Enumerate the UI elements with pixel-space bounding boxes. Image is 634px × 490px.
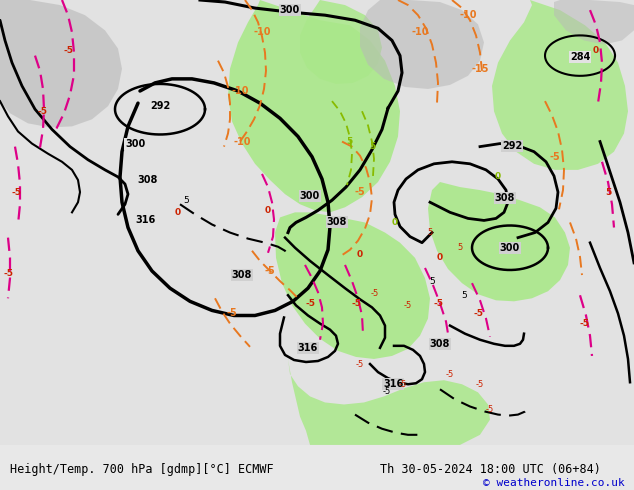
Text: -5: -5 [63, 46, 73, 55]
Text: -5: -5 [226, 309, 237, 318]
Text: 316: 316 [298, 343, 318, 353]
Text: 308: 308 [138, 175, 158, 185]
Text: 284: 284 [570, 51, 590, 62]
Text: 0: 0 [357, 250, 363, 259]
Text: 308: 308 [495, 193, 515, 203]
Text: 316: 316 [135, 216, 155, 225]
Text: 292: 292 [150, 101, 170, 111]
Text: 0: 0 [265, 206, 271, 215]
Text: 5: 5 [605, 188, 611, 196]
Text: 0: 0 [495, 172, 501, 181]
Text: 5: 5 [369, 142, 375, 151]
Text: 316: 316 [383, 379, 403, 389]
Text: -10: -10 [231, 86, 249, 96]
Text: -10: -10 [459, 10, 477, 20]
Text: -5: -5 [404, 301, 412, 310]
Text: 5: 5 [183, 196, 189, 205]
Text: 5: 5 [346, 137, 352, 146]
Text: 292: 292 [502, 141, 522, 150]
Text: -5: -5 [305, 299, 315, 308]
Polygon shape [288, 359, 490, 445]
Text: -5: -5 [579, 319, 589, 328]
Text: Height/Temp. 700 hPa [gdmp][°C] ECMWF: Height/Temp. 700 hPa [gdmp][°C] ECMWF [10, 463, 273, 476]
Text: -5: -5 [550, 152, 560, 162]
Text: -5: -5 [383, 388, 391, 396]
Text: 5: 5 [457, 243, 463, 252]
Text: -5: -5 [37, 107, 47, 116]
Text: 308: 308 [430, 339, 450, 349]
Polygon shape [300, 0, 382, 84]
Text: Th 30-05-2024 18:00 UTC (06+84): Th 30-05-2024 18:00 UTC (06+84) [380, 463, 601, 476]
Text: 5: 5 [427, 228, 432, 237]
Text: 5: 5 [461, 291, 467, 300]
Polygon shape [492, 0, 628, 170]
Text: -15: -15 [471, 64, 489, 74]
Text: 308: 308 [232, 270, 252, 280]
Polygon shape [0, 0, 122, 127]
Text: 5: 5 [429, 277, 435, 286]
Text: -5: -5 [473, 309, 483, 318]
Text: -5: -5 [4, 269, 14, 277]
Text: 0: 0 [593, 46, 599, 55]
Text: 300: 300 [125, 139, 145, 148]
Polygon shape [228, 0, 400, 212]
Text: -5: -5 [433, 299, 443, 308]
Text: -10: -10 [233, 137, 251, 147]
Text: 300: 300 [300, 191, 320, 201]
Text: -5: -5 [446, 369, 454, 379]
Text: -5: -5 [356, 360, 364, 368]
Text: -5: -5 [399, 380, 407, 389]
Text: -5: -5 [354, 187, 365, 197]
Text: -5: -5 [264, 266, 275, 276]
Text: 300: 300 [500, 243, 520, 253]
Text: -10: -10 [411, 27, 429, 37]
Text: -5: -5 [476, 380, 484, 389]
Text: 0: 0 [437, 253, 443, 262]
Polygon shape [360, 0, 484, 89]
Polygon shape [554, 0, 634, 45]
Polygon shape [275, 212, 430, 359]
Text: -5: -5 [351, 299, 361, 308]
Text: -10: -10 [253, 27, 271, 37]
Text: -5: -5 [11, 188, 21, 196]
Polygon shape [428, 182, 570, 301]
Text: -5: -5 [486, 405, 494, 414]
Text: 0: 0 [175, 208, 181, 217]
Text: 300: 300 [280, 5, 300, 15]
Text: © weatheronline.co.uk: © weatheronline.co.uk [482, 478, 624, 488]
Text: 308: 308 [327, 218, 347, 227]
Text: -5: -5 [371, 289, 379, 298]
Text: 0: 0 [392, 218, 398, 227]
